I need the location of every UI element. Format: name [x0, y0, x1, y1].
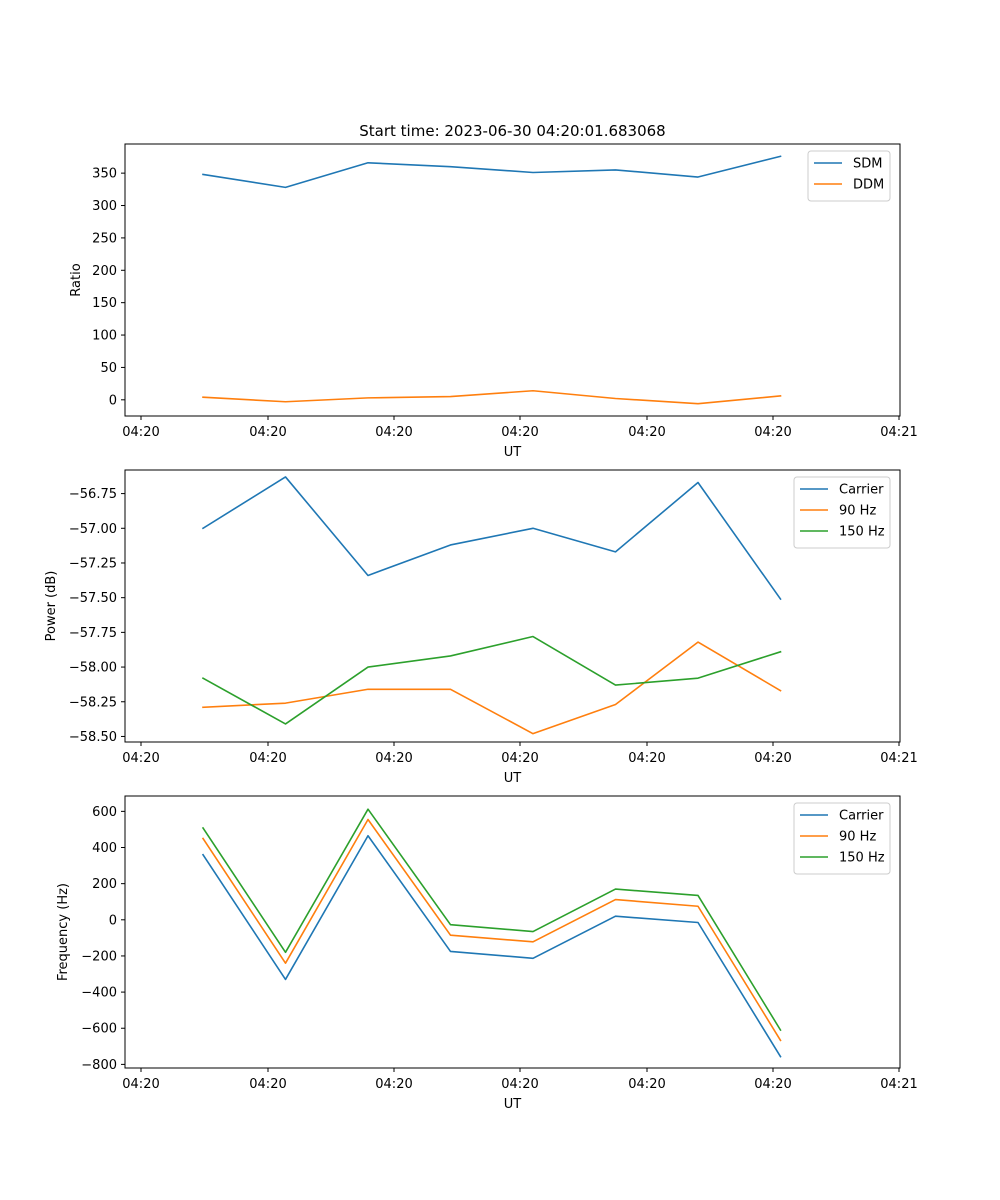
x-tick-label: 04:20	[122, 1077, 159, 1092]
y-tick-label: −56.75	[69, 487, 117, 502]
y-tick-label: 50	[100, 361, 117, 376]
chart-panel-1: Start time: 2023-06-30 04:20:01.683068 04…	[69, 122, 918, 460]
y-tick-label: 300	[92, 199, 117, 214]
legend-label: Carrier	[839, 483, 884, 498]
x-tick-label: 04:20	[501, 425, 538, 440]
x-tick-label: 04:20	[249, 1077, 286, 1092]
y-tick-label: 0	[109, 393, 117, 408]
chart-panel-2: 04:20 04:20 04:20 04:20 04:20 04:20 04:21 UT −58…	[44, 469, 918, 786]
x-tick-label: 04:20	[249, 425, 286, 440]
x-tick-label: 04:20	[754, 751, 791, 766]
x-tick-label: 04:20	[249, 751, 286, 766]
y-tick-label: 250	[92, 231, 117, 246]
y-tick-label: 600	[92, 805, 117, 820]
legend-label: 150 Hz	[839, 525, 885, 540]
y-tick-label: −800	[81, 1058, 117, 1073]
x-tick-label: 04:20	[122, 751, 159, 766]
x-tick-label: 04:20	[754, 1077, 791, 1092]
legend-label: 90 Hz	[839, 830, 876, 845]
legend-label: DDM	[853, 178, 884, 193]
y-tick-label: −200	[81, 949, 117, 964]
x-tick-label: 04:20	[628, 425, 665, 440]
series-line-carrier	[201, 476, 782, 601]
series-line-sdm	[202, 155, 782, 189]
series-line-ddm	[202, 389, 782, 405]
y-axis-label: Power (dB)	[44, 571, 59, 642]
y-tick-label: 350	[92, 167, 117, 182]
y-axis-label: Frequency (Hz)	[56, 883, 71, 981]
y-tick-label: 100	[92, 329, 117, 344]
chart-panel-3: 04:20 04:20 04:20 04:20 04:20 04:20 04:21 UT −80…	[56, 795, 918, 1112]
y-tick-label: −600	[81, 1022, 117, 1037]
x-tick-label: 04:20	[375, 751, 412, 766]
series-line-90-hz	[201, 818, 782, 1042]
legend: Carrier 90 Hz 150 Hz	[793, 476, 891, 549]
y-tick-label: 0	[109, 913, 117, 928]
legend: SDM DDM	[807, 150, 891, 202]
y-tick-label: −57.50	[69, 591, 117, 606]
x-tick-label: 04:20	[375, 425, 412, 440]
x-tick-label: 04:20	[754, 425, 791, 440]
legend: Carrier 90 Hz 150 Hz	[793, 802, 891, 875]
legend-label: SDM	[853, 157, 882, 172]
x-axis-label: UT	[504, 445, 522, 460]
y-tick-label: 400	[92, 841, 117, 856]
y-tick-label: −400	[81, 986, 117, 1001]
x-tick-label: 04:21	[880, 425, 917, 440]
y-axis-label: Ratio	[69, 263, 84, 296]
y-tick-label: −58.00	[69, 661, 117, 676]
x-tick-label: 04:20	[375, 1077, 412, 1092]
y-tick-label: −58.50	[69, 730, 117, 745]
x-tick-label: 04:21	[880, 1077, 917, 1092]
series-line-150-hz	[201, 808, 782, 1032]
legend-label: 90 Hz	[839, 504, 876, 519]
series-line-150-hz	[201, 635, 782, 725]
plot-frame	[124, 795, 901, 1069]
x-axis-label: UT	[504, 771, 522, 786]
x-tick-label: 04:20	[501, 1077, 538, 1092]
x-tick-label: 04:20	[501, 751, 538, 766]
y-tick-label: 200	[92, 264, 117, 279]
series-line-90-hz	[202, 641, 782, 735]
x-tick-label: 04:21	[880, 751, 917, 766]
legend-label: Carrier	[839, 809, 884, 824]
x-tick-label: 04:20	[122, 425, 159, 440]
legend-label: 150 Hz	[839, 851, 885, 866]
y-tick-label: 200	[92, 877, 117, 892]
plot-frame	[124, 143, 901, 417]
x-tick-label: 04:20	[628, 751, 665, 766]
y-tick-label: −57.75	[69, 626, 117, 641]
x-tick-label: 04:20	[628, 1077, 665, 1092]
x-axis-label: UT	[504, 1097, 522, 1112]
y-tick-label: −57.00	[69, 522, 117, 537]
series-line-carrier	[201, 834, 782, 1058]
y-tick-label: 150	[92, 296, 117, 311]
y-tick-label: −57.25	[69, 556, 117, 571]
chart-title: Start time: 2023-06-30 04:20:01.683068	[359, 122, 665, 140]
plot-frame	[124, 469, 901, 743]
y-tick-label: −58.25	[69, 695, 117, 710]
